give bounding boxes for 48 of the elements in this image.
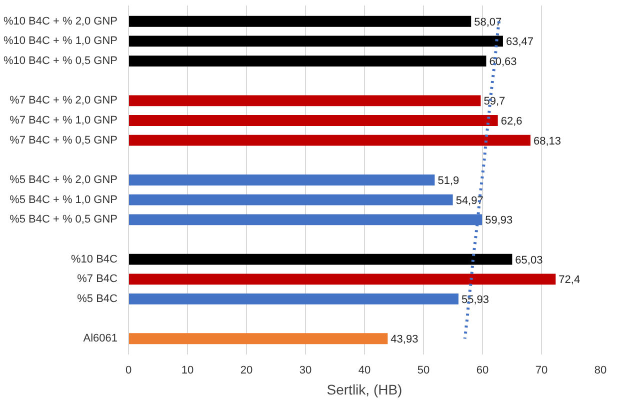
y-tick-label: %5 B4C + % 0,5 GNP (10, 214, 118, 226)
data-label: 68,13 (533, 135, 561, 148)
data-label: 72,4 (558, 274, 580, 286)
bar (128, 95, 481, 106)
data-label: 54,97 (456, 194, 484, 207)
data-label: 65,03 (515, 254, 543, 266)
bar (128, 16, 472, 27)
x-tick-label: 20 (240, 364, 253, 376)
x-tick-label: 60 (476, 364, 489, 376)
bar (128, 194, 453, 206)
y-tick-label: %10 B4C + % 2,0 GNP (3, 15, 118, 28)
x-tick-label: 30 (299, 364, 312, 376)
bar (128, 294, 458, 304)
bar (128, 36, 503, 47)
data-label: 59,93 (485, 214, 513, 227)
x-tick-label: 80 (594, 364, 607, 376)
data-label: 60,63 (489, 56, 517, 68)
y-tick-label: %7 B4C + % 1,0 GNP (10, 114, 118, 127)
bar (128, 333, 388, 344)
data-label: 59,7 (484, 96, 506, 108)
bar (128, 115, 498, 126)
bar (128, 174, 435, 186)
bar (128, 254, 512, 265)
y-tick-label: Al6061 (83, 332, 118, 345)
x-tick-label: 40 (358, 364, 371, 376)
x-tick-label: 50 (417, 364, 430, 376)
y-tick-label: %5 B4C (77, 292, 118, 305)
y-tick-label: %10 B4C + % 1,0 GNP (3, 35, 118, 48)
x-tick-label: 10 (181, 364, 194, 376)
bar (128, 56, 486, 66)
data-label: 51,9 (438, 175, 460, 187)
y-tick-label: %10 B4C + % 0,5 GNP (3, 55, 118, 68)
data-label: 55,93 (461, 294, 490, 306)
y-tick-label: %5 B4C + % 1,0 GNP (10, 194, 118, 206)
x-tick-label: 0 (125, 364, 132, 376)
x-tick-label: 70 (535, 364, 548, 376)
data-label: 62,6 (500, 116, 522, 128)
bar (128, 274, 556, 285)
y-tick-label: %7 B4C (77, 273, 118, 286)
data-label: 63,47 (506, 36, 534, 48)
data-label: 58,07 (474, 16, 502, 28)
y-tick-label: %10 B4C (71, 253, 118, 266)
x-axis-title: Sertlik, (HB) (326, 382, 402, 398)
bar (128, 134, 530, 146)
y-tick-label: %7 B4C + % 0,5 GNP (10, 134, 118, 146)
data-label: 43,93 (390, 334, 418, 346)
y-tick-label: %7 B4C + % 2,0 GNP (10, 94, 118, 107)
y-tick-label: %5 B4C + % 2,0 GNP (10, 174, 118, 186)
